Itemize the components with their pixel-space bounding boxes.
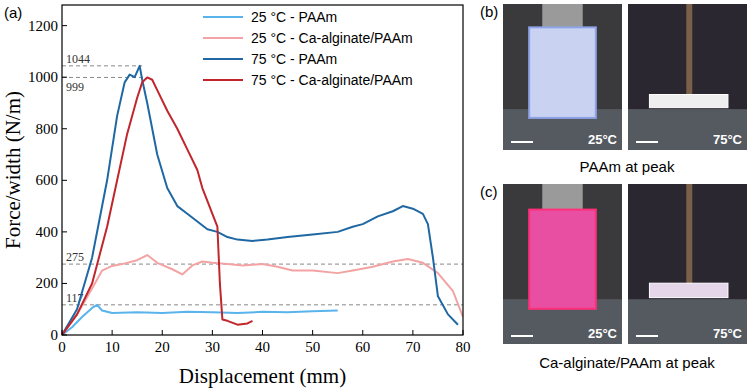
annotation-label: 999 [66, 80, 84, 94]
photo-caption: Ca-alginate/PAAm at peak [539, 354, 715, 371]
x-tick-label: 50 [305, 339, 320, 355]
series-lines [62, 66, 463, 335]
scale-bar [636, 141, 658, 143]
annotation-lines [62, 66, 463, 305]
scale-bar [636, 335, 658, 337]
legend-swatch [203, 37, 243, 39]
panel-label: (b) [480, 3, 498, 20]
x-tick [112, 330, 113, 335]
photo-temperature: 25°C [588, 326, 618, 341]
legend-label: 75 °C - Ca-alginate/PAAm [251, 72, 413, 88]
x-tick-label: 80 [456, 339, 471, 355]
x-tick-label: 40 [255, 339, 270, 355]
x-tick [162, 330, 163, 335]
photo-background [628, 184, 747, 344]
photo-gel [649, 283, 728, 297]
legend-label: 25 °C - Ca-alginate/PAAm [251, 30, 413, 46]
photo-temperature: 75°C [713, 132, 743, 147]
photo-background [503, 184, 622, 344]
series-line [62, 77, 252, 335]
x-tick [312, 330, 313, 335]
legend-swatch [203, 79, 243, 81]
photo: 25°C [503, 4, 622, 150]
x-tick [463, 330, 464, 335]
x-tick-label: 0 [58, 339, 66, 355]
photo-gel [649, 95, 728, 108]
photo-thread [686, 4, 692, 100]
x-tick-label: 10 [105, 339, 120, 355]
legend-label: 75 °C - PAAm [251, 51, 337, 67]
x-tick [212, 330, 213, 335]
x-axis-label: Displacement (mm) [179, 364, 346, 388]
legend-swatch [203, 16, 243, 18]
y-tick [62, 128, 67, 129]
panel-label: (a) [4, 4, 22, 21]
x-tick-label: 20 [155, 339, 170, 355]
y-axis-label: Force/width (N/m) [1, 91, 25, 249]
photo-temperature: 75°C [713, 326, 743, 341]
legend-label: 25 °C - PAAm [251, 9, 337, 25]
y-tick [62, 335, 67, 336]
photo-clamp [542, 184, 582, 213]
photo-background [628, 4, 747, 150]
photo-stage [628, 109, 747, 150]
y-tick-label: 400 [36, 224, 59, 240]
photo-temperature: 25°C [588, 132, 618, 147]
x-tick-label: 30 [205, 339, 220, 355]
scale-bar [511, 335, 533, 337]
x-tick [262, 330, 263, 335]
x-tick [362, 330, 363, 335]
photo-thread [686, 184, 692, 290]
y-tick-label: 1200 [28, 18, 58, 34]
panel-label: (c) [480, 183, 498, 200]
series-line [62, 255, 463, 335]
y-tick [62, 77, 67, 78]
y-tick [62, 283, 67, 284]
photo-gel [529, 210, 596, 309]
y-tick-label: 200 [36, 275, 59, 291]
x-tick-label: 70 [405, 339, 420, 355]
photo-background [503, 4, 622, 150]
photo-caption: PAAm at peak [580, 158, 675, 175]
y-tick-label: 0 [51, 327, 59, 343]
annotation-label: 1044 [66, 52, 90, 66]
scale-bar [511, 141, 533, 143]
reference-line [62, 304, 463, 305]
series-line [62, 66, 458, 335]
y-tick-label: 1000 [28, 69, 58, 85]
photo: 75°C [628, 4, 747, 150]
photo-clamp [542, 4, 582, 30]
x-tick [412, 330, 413, 335]
y-tick [62, 231, 67, 232]
annotation-label: 275 [66, 250, 84, 264]
x-tick [62, 330, 63, 335]
photo: 25°C [503, 184, 622, 344]
x-tick-label: 60 [355, 339, 370, 355]
legend: 25 °C - PAAm 25 °C - Ca-alginate/PAAm 75 °… [203, 9, 413, 88]
photo-gel [529, 27, 596, 118]
legend-swatch [203, 58, 243, 60]
y-tick-label: 800 [36, 121, 59, 137]
photo: 75°C [628, 184, 747, 344]
photo-stage [628, 299, 747, 344]
figure: (a)1044999275117010203040506070800200400… [0, 0, 752, 392]
plot-frame [62, 5, 463, 335]
series-line [62, 305, 338, 335]
y-tick-label: 600 [36, 172, 59, 188]
y-tick [62, 25, 67, 26]
y-tick [62, 180, 67, 181]
